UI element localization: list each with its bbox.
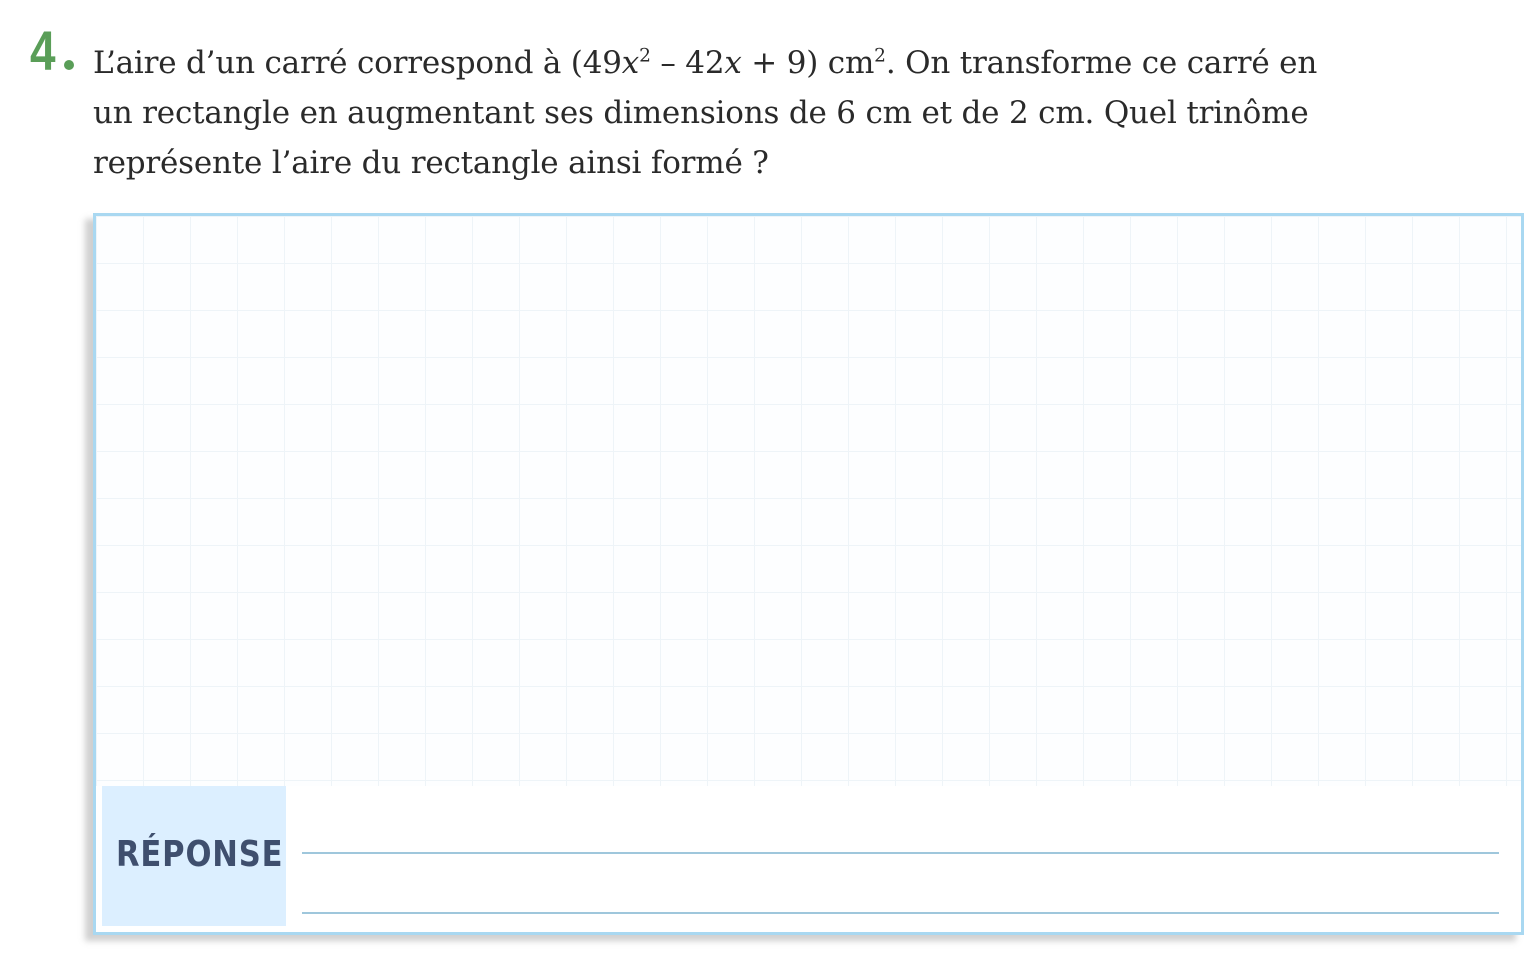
exponent: 2 <box>874 45 886 67</box>
question-text: L’aire d’un carré correspond à (49x2 – 4… <box>93 38 1393 188</box>
answer-line-2[interactable] <box>302 912 1499 914</box>
var-x: x <box>724 45 742 81</box>
question-line-1: L’aire d’un carré correspond à (49x2 – 4… <box>93 38 1393 88</box>
question-line-2: un rectangle en augmentant ses dimension… <box>93 95 1309 131</box>
answer-line-1[interactable] <box>302 852 1499 854</box>
exercise-number: 4 <box>30 19 56 82</box>
bullet-dot <box>64 60 74 70</box>
answer-label-cell: RÉPONSE <box>102 786 286 926</box>
answer-label: RÉPONSE <box>116 834 284 875</box>
text: + 9) cm <box>741 45 875 81</box>
text: . On transforme ce carré en <box>885 45 1318 81</box>
var-x: x <box>621 45 640 81</box>
text: L’aire d’un carré correspond à (49 <box>93 45 622 81</box>
question-line-3: représente l’aire du rectangle ainsi for… <box>93 145 769 181</box>
answer-section: RÉPONSE <box>96 786 1521 932</box>
work-grid-area[interactable]: RÉPONSE <box>93 213 1524 935</box>
text: – 42 <box>650 45 725 81</box>
exponent: 2 <box>639 45 651 67</box>
